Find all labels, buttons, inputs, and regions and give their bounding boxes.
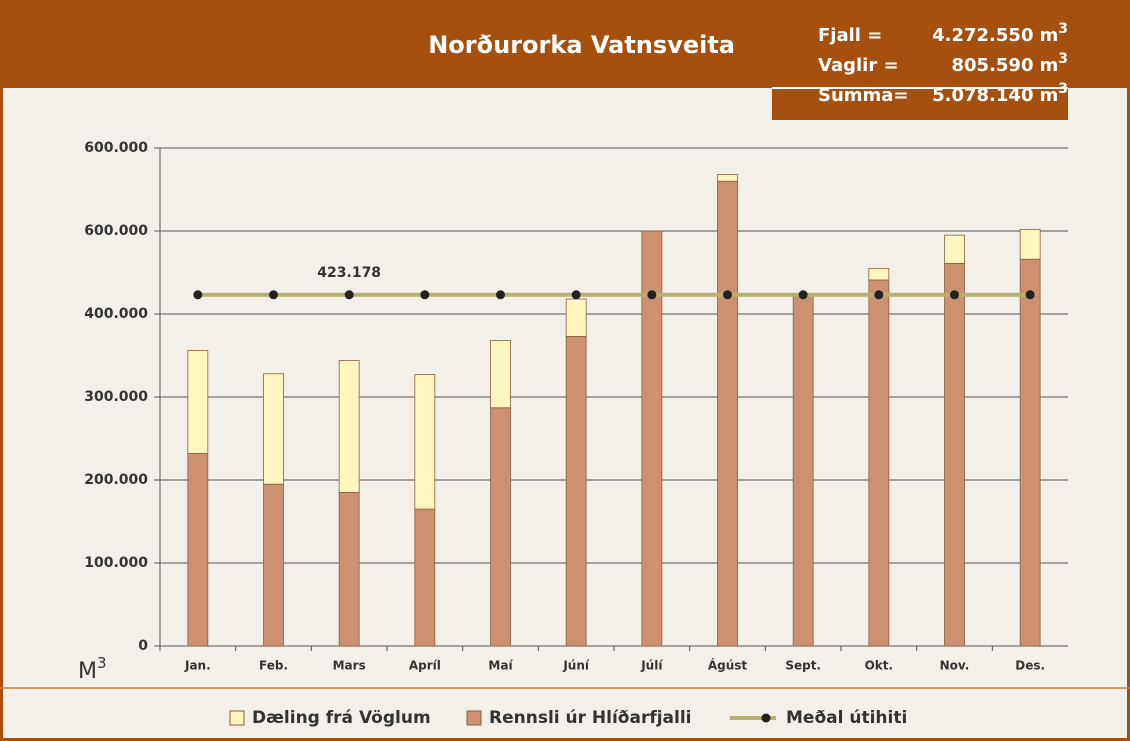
x-tick-label: Sept. [785,659,821,673]
x-tick-label: Maí [488,659,513,673]
x-tick-label: Okt. [865,659,893,673]
bar-segment [944,234,965,264]
line-point [647,290,657,300]
y-tick-label: 600.000 [84,223,148,239]
summary-label: Fjall = [818,25,882,46]
summary-amount: 4.272.550 m3 [932,21,1068,46]
bar-segment [868,279,890,647]
legend-dot [761,713,771,723]
x-tick-label: Ágúst [708,658,748,673]
bar-segment [944,262,965,647]
x-tick-label: Jan. [184,659,211,673]
summary-sup: 3 [1058,21,1068,37]
bar-segment [792,294,814,647]
line-point [496,290,505,300]
x-tick-label: Nov. [940,659,970,673]
bar-segment [565,336,587,647]
line-point [420,290,430,300]
y-unit-sup: 3 [97,654,107,672]
y-unit: M3 [78,654,107,685]
bar-segment [641,230,663,647]
bar-segment [263,373,284,485]
x-tick-label: Júlí [640,659,663,673]
chart-title: Norðurorka Vatnsveita [428,31,735,59]
line-point [344,290,354,300]
summary-box [772,88,1068,120]
summary-label: Summa= [818,85,909,106]
x-tick-label: Feb. [259,659,288,673]
x-tick-label: Des. [1015,659,1045,673]
y-tick-label: 0 [138,638,148,654]
legend-label: Rennsli úr Hlíðarfjalli [489,708,692,728]
line-point [269,290,278,300]
line-point [1025,290,1035,300]
x-tick-label: Júní [562,659,590,673]
summary-unit: m [1039,85,1058,106]
x-tick-label: Apríl [409,659,441,673]
y-tick-label: 100.000 [84,555,148,571]
summary-label: Vaglir = [818,55,899,76]
summary-number: 805.590 [952,55,1034,76]
bar-segment [414,508,436,647]
y-tick-label: 400.000 [84,306,148,322]
bar-segment [717,180,738,647]
legend-label: Meðal útihiti [786,708,907,728]
y-tick-label: 300.000 [84,389,148,405]
line-point [798,290,808,300]
summary-sup: 3 [1058,51,1068,67]
summary-unit: m [1039,25,1058,46]
y-tick-label: 600.000 [84,140,148,156]
y-tick-label: 200.000 [84,472,148,488]
summary-amount: 805.590 m3 [952,51,1069,76]
summary-number: 5.078.140 [932,85,1033,106]
line-point [571,290,581,300]
bar-segment [1019,258,1041,647]
bar-segment [1019,228,1041,260]
line-point [874,290,884,300]
summary-number: 4.272.550 [932,25,1033,46]
bar-segment [490,407,511,647]
bar-segment [338,492,360,647]
x-tick-label: Mars [333,659,366,673]
summary-sup: 3 [1058,81,1068,97]
legend-swatch [229,710,245,726]
bar-segment [565,298,587,337]
summary-amount: 5.078.140 m3 [932,81,1068,106]
legend-label: Dæling frá Vöglum [252,708,431,728]
bar-segment [490,340,511,409]
line-point [950,290,959,300]
y-unit-base: M [78,659,97,684]
line-point [193,290,203,300]
legend-swatch [466,710,482,726]
bar-segment [868,267,890,281]
summary-unit: m [1039,55,1058,76]
bar-segment [717,174,738,182]
bar-segment [414,374,436,510]
header-bar [0,0,1130,88]
line-point [723,290,732,300]
bar-segment [263,483,284,647]
bar-segment [187,453,209,647]
bar-segment [187,350,209,454]
annotation: 423.178 [317,265,381,281]
bar-segment [338,360,360,493]
